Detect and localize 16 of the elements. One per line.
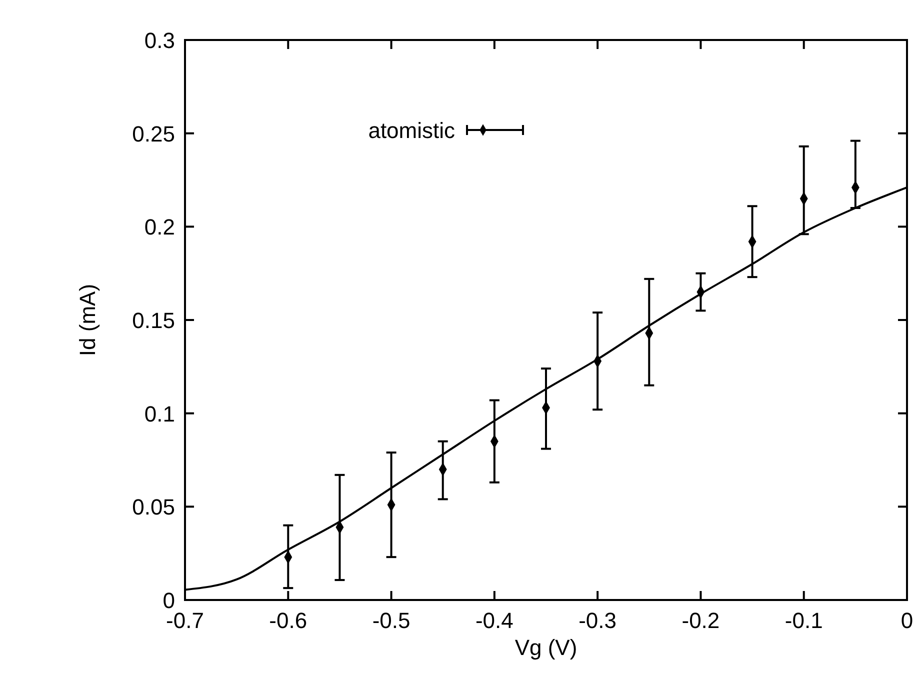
y-tick-label: 0.3	[144, 28, 175, 53]
y-tick-label: 0.25	[132, 121, 175, 146]
x-tick-label: -0.1	[784, 608, 823, 633]
x-tick-label: -0.6	[269, 608, 308, 633]
x-tick-label: -0.2	[682, 608, 720, 633]
legend-label: atomistic	[368, 118, 455, 143]
y-tick-label: 0.15	[132, 308, 175, 333]
x-tick-label: -0.5	[372, 608, 410, 633]
y-axis-title: Id (mA)	[75, 284, 100, 356]
x-tick-label: -0.4	[475, 608, 514, 633]
y-tick-label: 0.1	[144, 401, 175, 426]
x-tick-label: -0.3	[578, 608, 617, 633]
y-tick-label: 0.05	[132, 494, 175, 520]
y-tick-label: 0.2	[144, 214, 175, 240]
x-axis-title: Vg (V)	[514, 635, 578, 660]
x-tick-label: 0	[900, 608, 914, 633]
